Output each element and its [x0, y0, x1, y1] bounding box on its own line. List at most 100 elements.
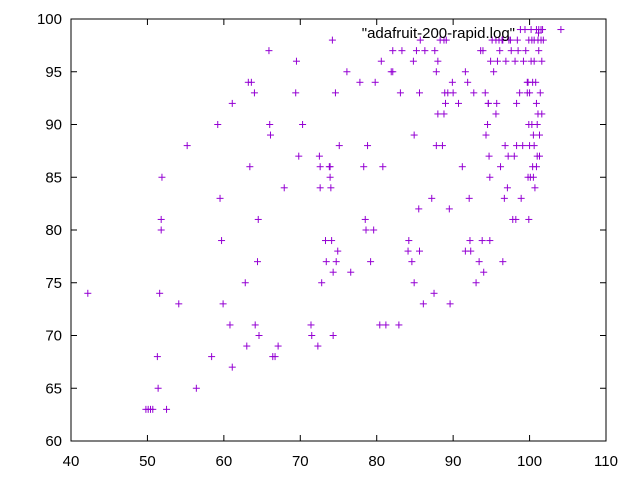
data-point	[416, 36, 424, 44]
data-point	[218, 237, 226, 245]
data-point	[271, 353, 279, 361]
data-point	[530, 57, 538, 65]
data-point	[382, 321, 390, 329]
x-axis: 40 50 60 70 80 90 100 110	[63, 19, 618, 470]
data-point	[408, 258, 416, 266]
data-point	[442, 99, 449, 107]
data-point	[183, 142, 191, 150]
data-point	[480, 268, 488, 276]
legend-marker	[535, 29, 542, 37]
data-point	[529, 131, 537, 139]
data-point	[499, 36, 507, 44]
data-point	[485, 152, 493, 160]
data-point	[446, 300, 454, 308]
data-point	[331, 89, 339, 97]
data-point	[535, 47, 543, 55]
data-point	[157, 226, 165, 234]
data-point	[486, 173, 494, 181]
data-point	[536, 131, 544, 139]
data-point	[519, 142, 527, 150]
data-point	[499, 258, 507, 266]
data-point	[507, 47, 515, 55]
data-point	[308, 332, 316, 339]
legend-label: "adafruit-200-rapid.log"	[362, 25, 515, 42]
y-tick-label: 85	[45, 169, 62, 186]
data-point	[250, 89, 258, 97]
data-point	[307, 321, 315, 329]
data-point	[539, 26, 547, 34]
data-point	[347, 268, 355, 276]
data-point	[410, 279, 418, 287]
data-point	[362, 226, 370, 234]
x-tick-label: 50	[139, 453, 156, 470]
data-point	[84, 289, 92, 297]
data-point	[295, 152, 303, 160]
data-point	[492, 110, 500, 118]
data-point	[465, 194, 473, 202]
data-point	[254, 215, 262, 223]
x-tick-label: 110	[594, 453, 618, 470]
data-point	[514, 47, 522, 55]
data-point	[500, 194, 508, 202]
data-point	[154, 384, 162, 392]
data-point	[432, 142, 440, 150]
data-point	[361, 215, 369, 223]
data-point	[343, 68, 351, 76]
data-point	[458, 163, 466, 171]
y-tick-label: 80	[45, 222, 62, 239]
data-point	[334, 247, 342, 255]
x-tick-label: 70	[292, 453, 309, 470]
data-point	[445, 205, 453, 213]
data-point	[332, 258, 340, 266]
data-point	[532, 78, 540, 86]
data-point	[503, 184, 511, 192]
data-point	[364, 142, 372, 150]
data-point	[504, 152, 512, 160]
data-point	[192, 384, 200, 392]
data-point	[475, 258, 483, 266]
y-tick-label: 95	[45, 64, 62, 81]
x-tick-label: 80	[368, 453, 385, 470]
data-point	[329, 332, 337, 339]
data-point	[409, 57, 417, 65]
data-point	[529, 173, 537, 181]
data-point	[506, 36, 514, 44]
data-point	[428, 194, 436, 202]
data-point	[326, 173, 334, 181]
data-point	[327, 184, 335, 192]
data-point	[511, 57, 519, 65]
data-point	[208, 353, 216, 361]
data-point	[493, 99, 501, 107]
data-point	[472, 279, 480, 287]
data-point	[519, 57, 527, 65]
data-point	[497, 163, 505, 171]
data-point	[326, 163, 334, 171]
data-point	[415, 205, 423, 213]
data-point	[484, 121, 492, 128]
data-point	[516, 89, 524, 97]
data-point	[421, 47, 429, 55]
data-point	[481, 89, 489, 97]
data-point	[522, 47, 530, 55]
x-tick-label: 60	[216, 453, 233, 470]
data-point	[243, 342, 251, 350]
data-point	[228, 363, 236, 371]
data-point	[280, 184, 288, 192]
data-point	[419, 300, 427, 308]
data-point	[525, 215, 533, 223]
data-point	[513, 142, 521, 150]
data-point	[158, 173, 166, 181]
data-point	[486, 237, 494, 245]
y-axis: 60 65 70 75 80 85 90 95 100	[37, 11, 606, 450]
data-point	[539, 36, 547, 44]
data-point	[484, 99, 492, 107]
data-point	[438, 142, 446, 150]
data-point	[487, 57, 495, 65]
data-point	[416, 89, 424, 97]
data-point	[431, 47, 439, 55]
data-point	[214, 121, 222, 128]
data-point	[228, 99, 236, 107]
data-point	[513, 99, 521, 107]
data-point	[153, 353, 161, 361]
